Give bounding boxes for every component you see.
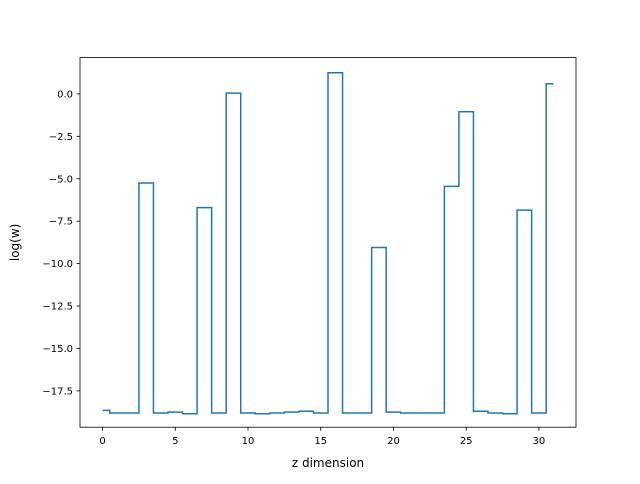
plot-area [102,71,554,415]
y-tick-label: −12.5 [42,302,73,313]
x-tick-label: 5 [172,436,178,447]
y-tick-label: −17.5 [42,386,73,397]
x-tick-label: 15 [314,436,327,447]
y-tick-label: −7.5 [49,217,73,228]
y-axis-ticks: 0.0 −2.5 −5.0 −7.5 −10.0 −12.5 −15.0 −17.5 [42,89,80,397]
x-tick-label: 0 [99,436,105,447]
y-tick-label: −10.0 [42,259,73,270]
series-line [102,71,554,415]
y-tick-label: −2.5 [49,132,73,143]
x-tick-label: 30 [533,436,546,447]
y-tick-label: −5.0 [49,174,73,185]
axes-frame [79,57,577,428]
x-tick-label: 10 [242,436,255,447]
y-tick-label: −15.0 [42,344,73,355]
x-tick-label: 20 [387,436,400,447]
x-axis-label: z dimension [292,456,364,470]
y-tick-label: 0.0 [57,89,73,100]
x-axis-ticks: 0 5 10 15 20 25 30 [99,427,545,447]
x-tick-label: 25 [460,436,473,447]
y-axis-label: log(w) [8,224,22,261]
